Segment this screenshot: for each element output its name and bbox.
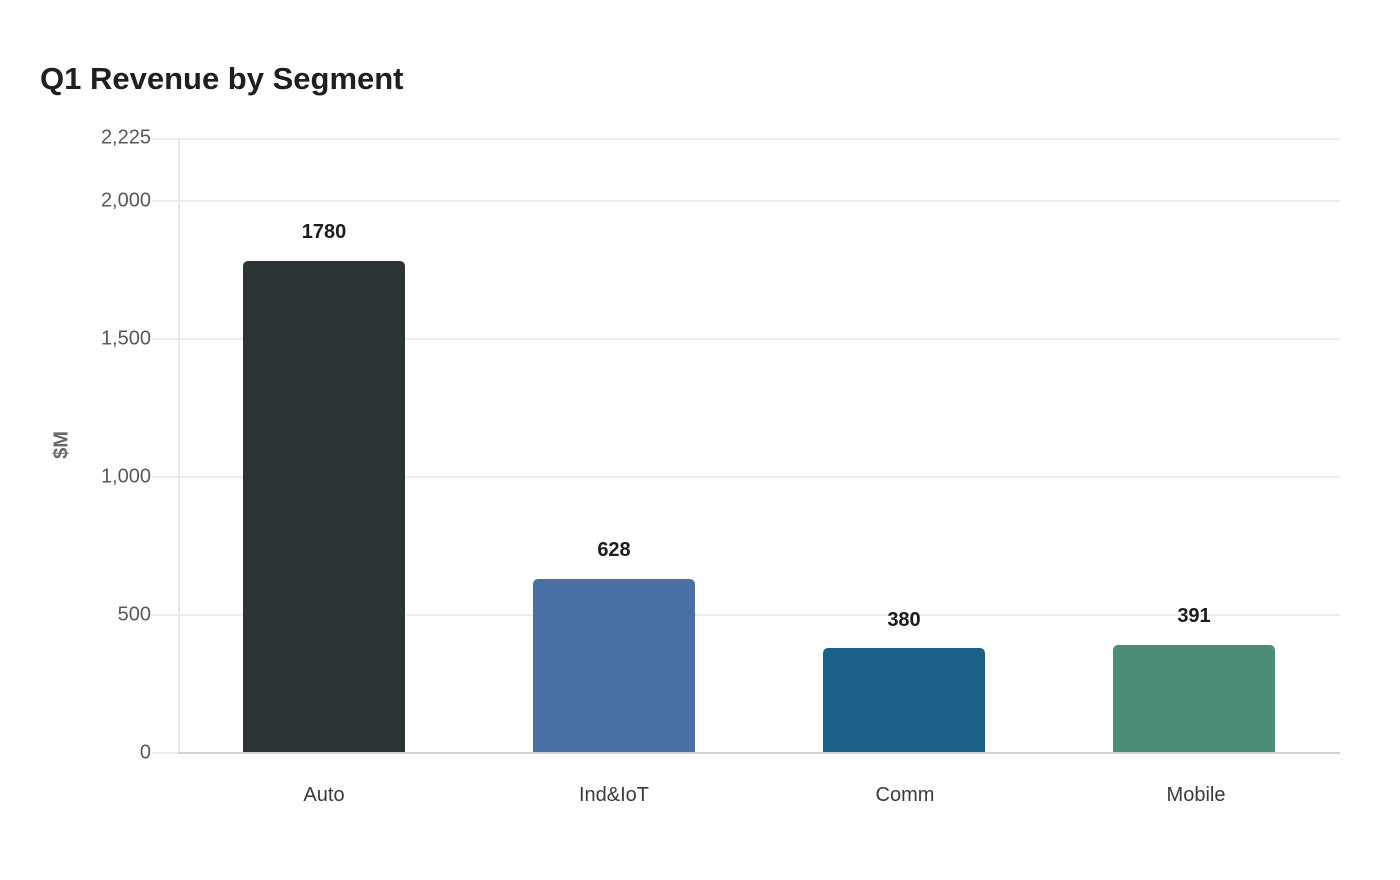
y-tick-label: 1,500	[100, 327, 151, 350]
bar-value-label: 1780	[301, 221, 347, 243]
y-tick-mark	[152, 338, 178, 340]
gridline	[178, 200, 1340, 202]
y-tick-mark	[152, 752, 178, 754]
bar-ind-iot[interactable]	[533, 579, 695, 753]
y-tick-label: 1,000	[100, 465, 151, 488]
y-tick-mark	[152, 200, 178, 202]
y-tick-mark	[152, 138, 178, 140]
plot-area: 1780 628 380 391	[152, 138, 1340, 754]
y-axis-line	[178, 138, 180, 753]
x-axis-line	[178, 752, 1340, 754]
y-tick-label: 2,000	[100, 189, 151, 212]
gridline	[178, 476, 1340, 478]
bar-value-label: 628	[597, 539, 631, 561]
y-tick-mark	[152, 614, 178, 616]
bar-auto[interactable]	[243, 261, 405, 753]
chart-title: Q1 Revenue by Segment	[40, 61, 404, 96]
x-tick-label-comm: Comm	[875, 784, 935, 806]
gridline	[178, 138, 1340, 140]
bar-comm[interactable]	[823, 648, 985, 753]
y-tick-label: 2,225	[100, 126, 151, 149]
y-tick-label: 500	[117, 603, 151, 626]
bar-mobile[interactable]	[1113, 645, 1275, 753]
gridline	[178, 338, 1340, 340]
x-tick-label-auto: Auto	[303, 784, 345, 806]
x-tick-label-mobile: Mobile	[1166, 784, 1226, 806]
bar-value-label: 391	[1177, 605, 1211, 627]
y-axis-label: $M	[50, 431, 73, 459]
gridline	[178, 614, 1340, 616]
y-tick-mark	[152, 476, 178, 478]
y-tick-label: 0	[139, 741, 151, 764]
x-tick-label-ind-iot: Ind&IoT	[578, 784, 650, 806]
bar-value-label: 380	[887, 609, 921, 631]
